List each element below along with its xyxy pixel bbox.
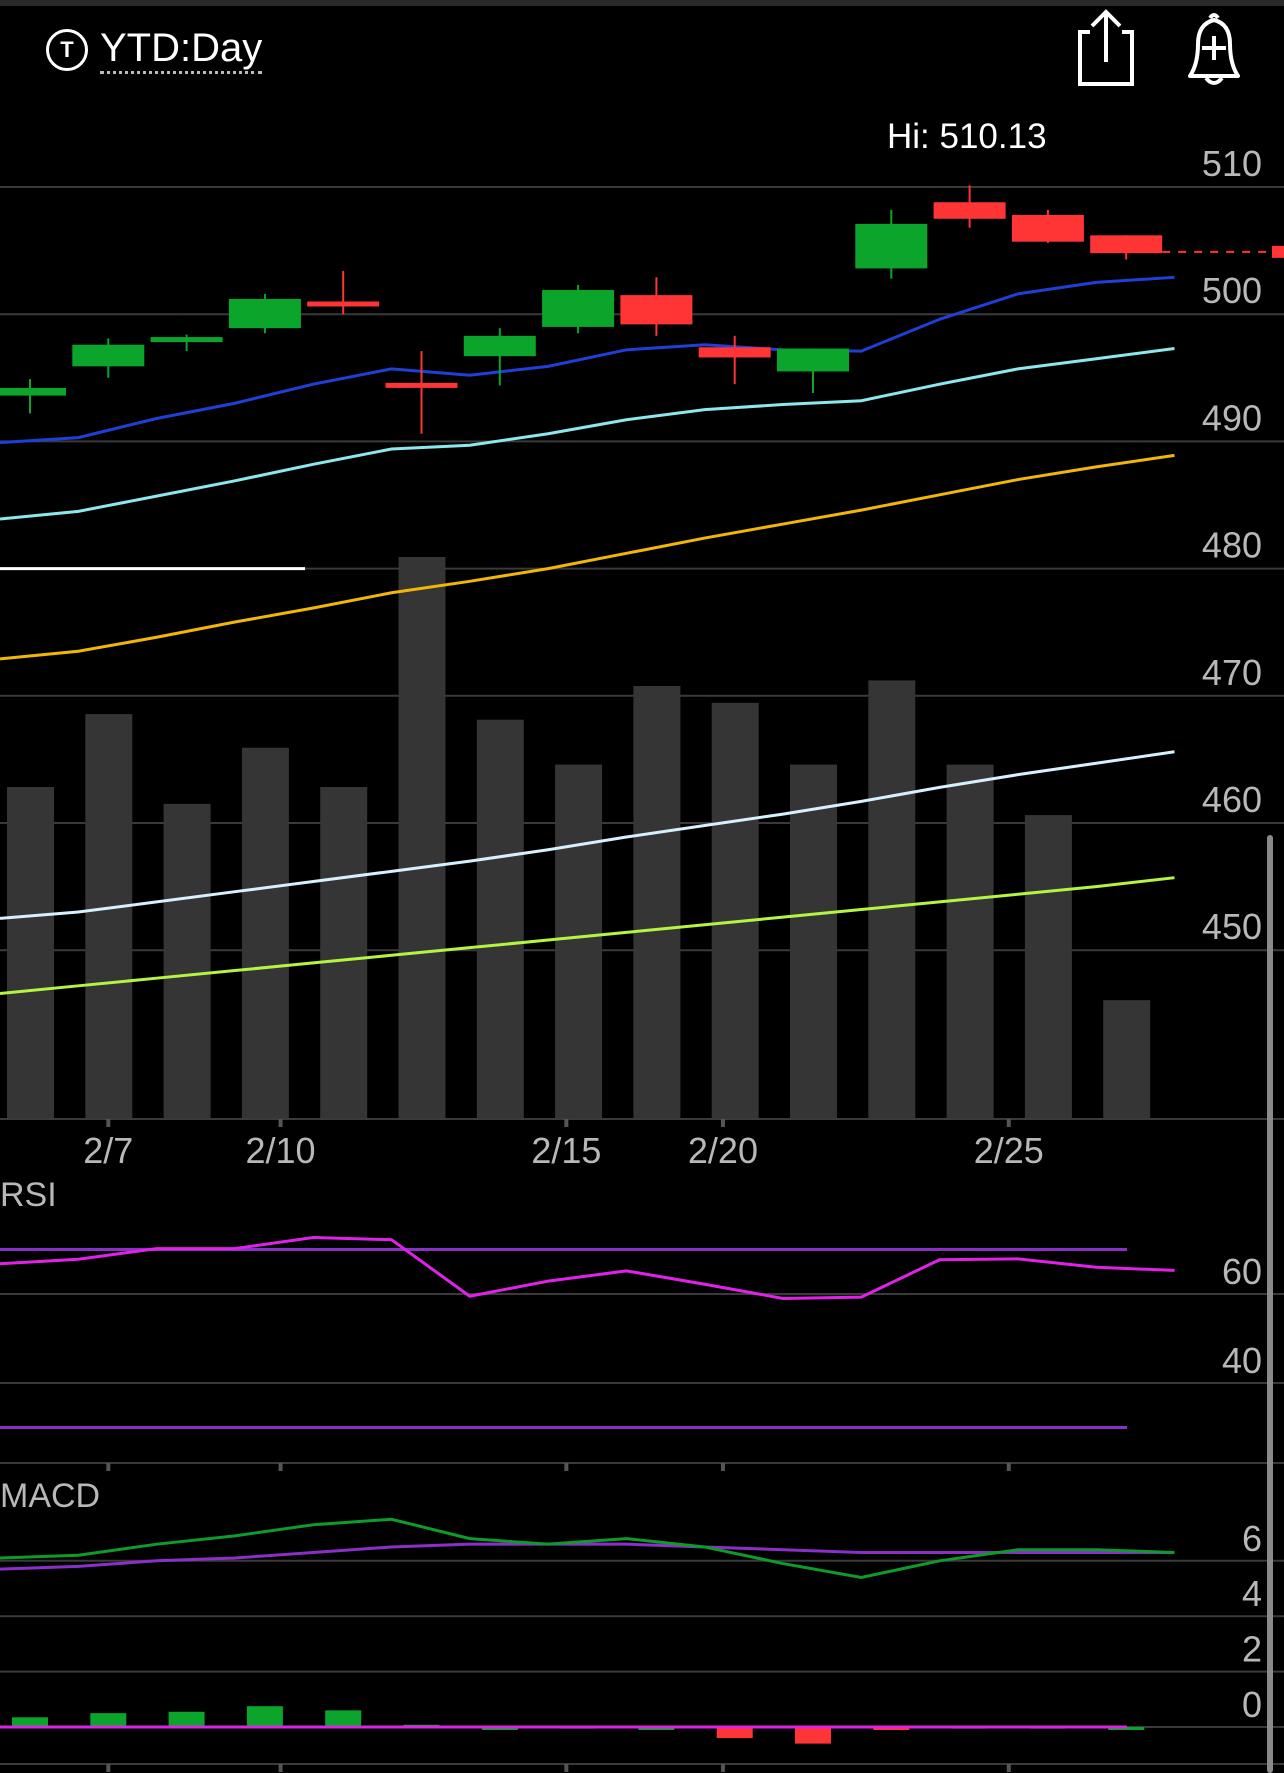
price-tick-label: 450 (1202, 906, 1262, 947)
volume-bar (7, 787, 54, 1118)
range-label: YTD:Day (100, 27, 263, 74)
macd-histogram-bar (325, 1710, 362, 1727)
candle-body (228, 298, 301, 329)
macd-tick-label: 0 (1242, 1684, 1262, 1725)
volume-bars (7, 557, 1151, 1118)
volume-bar (633, 686, 681, 1118)
moving-average-line (0, 453, 1175, 661)
volume-bar (790, 764, 837, 1118)
share-icon (1078, 9, 1134, 86)
candle-body (777, 348, 849, 372)
candle-body (620, 295, 693, 325)
price-tick-label: 470 (1202, 652, 1262, 693)
volume-bar (1103, 1000, 1151, 1118)
macd-tick-label: 4 (1242, 1573, 1262, 1614)
range-selector[interactable]: T YTD:Day (46, 22, 263, 78)
volume-bar (476, 719, 524, 1118)
axis-labels: 510 500 490 480 470 460 450 Hi: 510.13 2/7 2/10 2/… (83, 117, 1262, 1171)
rsi-title: RSI (0, 1176, 57, 1214)
high-price-label: Hi: 510.13 (887, 117, 1047, 156)
macd-tick-label: 6 (1242, 1518, 1262, 1559)
macd-tick-label: 2 (1242, 1629, 1262, 1670)
macd-histogram-bar (246, 1706, 283, 1727)
candle-body (542, 290, 615, 327)
candle-body (150, 337, 223, 343)
rsi-panel: RSI 60 40 (0, 1176, 1284, 1471)
volume-bar (398, 557, 446, 1118)
moving-average-line (0, 876, 1175, 995)
price-tick-label: 510 (1202, 143, 1262, 184)
volume-bar (241, 747, 289, 1118)
moving-average-line (0, 275, 1175, 445)
candle-body (0, 387, 66, 396)
candlesticks (0, 185, 1284, 434)
add-alert-button[interactable] (1176, 6, 1252, 92)
candle-body (72, 344, 145, 367)
rsi-line (0, 1235, 1175, 1300)
moving-average-line (0, 750, 1175, 920)
rsi-tick-label: 40 (1222, 1340, 1262, 1381)
date-tick-label: 2/7 (83, 1130, 133, 1171)
moving-average-lines (0, 275, 1175, 995)
price-tick-label: 490 (1202, 397, 1262, 438)
volume-bar (711, 702, 759, 1118)
share-button[interactable] (1068, 6, 1144, 92)
macd-histogram-bar (795, 1727, 831, 1744)
volume-bar (868, 680, 916, 1118)
date-tick-label: 2/25 (974, 1130, 1044, 1171)
macd-signal-line (0, 1542, 1175, 1571)
last-price-marker (1272, 245, 1284, 258)
candle-body (855, 223, 928, 269)
price-tick-label: 480 (1202, 525, 1262, 566)
macd-panel: MACD 6 4 2 0 (0, 1477, 1284, 1772)
candle-body (933, 202, 1006, 219)
macd-histogram-bar (90, 1713, 127, 1727)
date-tick-label: 2/15 (531, 1130, 601, 1171)
top-bar: T YTD:Day (0, 0, 1284, 100)
volume-bar (1024, 815, 1072, 1118)
volume-bar (163, 803, 211, 1118)
scrollbar[interactable] (1267, 835, 1273, 1773)
volume-bar (946, 764, 994, 1118)
rsi-tick-label: 60 (1222, 1251, 1262, 1292)
candle-body (698, 347, 771, 358)
macd-line (0, 1517, 1175, 1579)
moving-average-line (0, 347, 1175, 521)
candle-body (463, 335, 536, 357)
date-tick-label: 2/10 (246, 1130, 316, 1171)
candle-body (307, 301, 380, 307)
macd-histogram-bar (716, 1727, 753, 1739)
volume-bar (555, 764, 603, 1118)
date-tick-label: 2/20 (688, 1130, 758, 1171)
volume-bar (85, 714, 133, 1118)
macd-title: MACD (0, 1477, 100, 1515)
volume-bar (320, 787, 368, 1118)
price-tick-label: 460 (1202, 779, 1262, 820)
candle-body (385, 382, 458, 388)
range-icon: T (46, 29, 88, 71)
top-divider (0, 0, 1284, 6)
candle-body (1011, 214, 1084, 242)
add-alert-bell-icon (1188, 13, 1240, 85)
price-tick-label: 500 (1202, 270, 1262, 311)
candle-body (1090, 235, 1163, 254)
macd-histogram-bar (12, 1717, 48, 1727)
macd-histogram-bar (168, 1711, 205, 1727)
